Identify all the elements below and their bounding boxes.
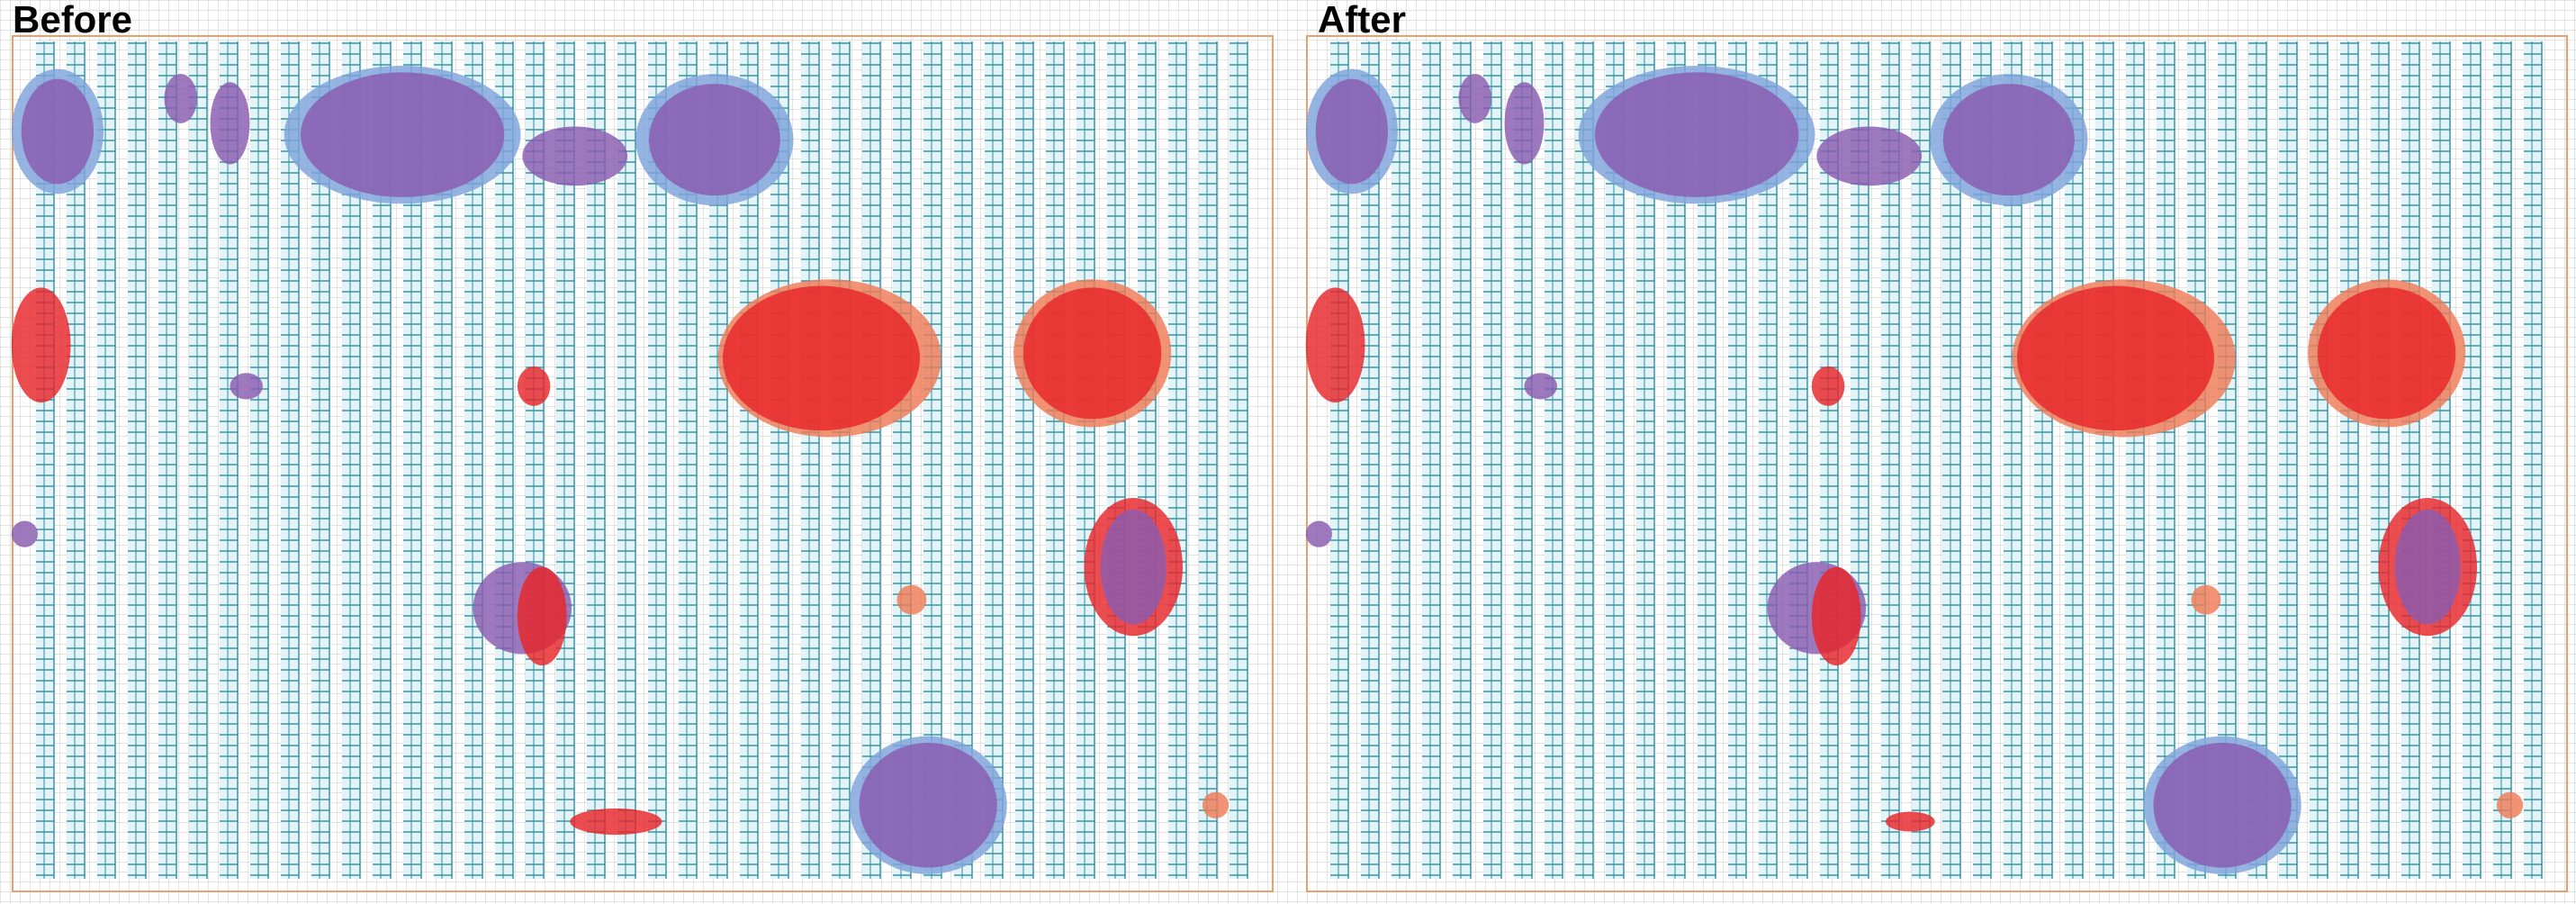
rack-column: [2432, 41, 2459, 879]
rack-column: [2524, 41, 2551, 879]
rack-column: [97, 41, 124, 879]
rack-column: [1483, 41, 1510, 879]
heat-zone: [1305, 520, 1332, 547]
rack-column: [1138, 41, 1165, 879]
heat-zone: [2394, 509, 2461, 625]
rack-column: [1199, 41, 1226, 879]
panel-title: Before: [13, 0, 132, 41]
rack-column: [2157, 41, 2184, 879]
panel-title: After: [1318, 0, 1406, 41]
panel-before: Before: [11, 0, 1274, 892]
rack-column: [2340, 41, 2367, 879]
rack-column: [954, 41, 981, 879]
rack-column: [2310, 41, 2337, 879]
rack-column: [281, 41, 308, 879]
heat-zone: [21, 78, 95, 185]
rack-column: [1076, 41, 1103, 879]
rack-column: [1789, 41, 1816, 879]
heat-zone: [300, 72, 505, 198]
rack-column: [158, 41, 185, 879]
heat-zone: [11, 520, 38, 547]
heat-zone: [896, 584, 927, 615]
rack-column: [801, 41, 828, 879]
rack-column: [250, 41, 277, 879]
heat-zone: [1022, 287, 1162, 420]
heat-zone: [1594, 72, 1799, 198]
heat-zone: [2496, 791, 2524, 818]
rack-column: [128, 41, 155, 879]
heat-zone: [1524, 373, 1557, 400]
rack-column: [1392, 41, 1419, 879]
rack-column: [2371, 41, 2398, 879]
rack-column: [1229, 41, 1256, 879]
rack-column: [1912, 41, 1939, 879]
heat-zone: [2017, 285, 2214, 431]
heat-zone: [1305, 287, 1365, 403]
heat-zone: [210, 82, 250, 165]
heat-zone: [1100, 509, 1166, 625]
rack-column: [1453, 41, 1480, 879]
heat-zone: [570, 808, 662, 836]
heat-zone: [1942, 84, 2075, 196]
heat-zone: [11, 287, 71, 403]
heat-zone: [1504, 82, 1545, 165]
rack-column: [220, 41, 247, 879]
heat-zone: [1811, 566, 1861, 666]
heat-zone: [1202, 791, 1229, 818]
rack-column: [1545, 41, 1572, 879]
rack-column: [2126, 41, 2153, 879]
heat-zone: [164, 74, 197, 123]
rack-column: [2248, 41, 2275, 879]
panel-frame: [12, 35, 1274, 892]
rack-column: [1107, 41, 1134, 879]
rack-column: [1015, 41, 1042, 879]
heat-zone: [723, 285, 920, 431]
heat-zone: [859, 742, 997, 868]
heat-zone: [648, 84, 780, 196]
rack-column: [1422, 41, 1449, 879]
rack-column: [2463, 41, 2490, 879]
heat-zone: [2317, 287, 2456, 420]
rack-column: [2493, 41, 2520, 879]
heat-zone: [2153, 742, 2292, 868]
rack-column: [495, 41, 522, 879]
rack-column: [1514, 41, 1541, 879]
heat-zone: [517, 566, 567, 666]
rack-column: [2401, 41, 2428, 879]
rack-column: [2095, 41, 2122, 879]
panel-after: After: [1305, 0, 2568, 892]
rack-column: [1046, 41, 1073, 879]
rack-column: [2279, 41, 2306, 879]
heat-zone: [230, 373, 263, 400]
heat-zone: [1315, 78, 1389, 185]
rack-column: [832, 41, 859, 879]
rack-column: [617, 41, 644, 879]
rack-column: [862, 41, 889, 879]
heat-zone: [1458, 74, 1491, 123]
rack-column: [189, 41, 216, 879]
heat-zone: [1811, 366, 1845, 406]
heat-zone: [522, 126, 628, 186]
panel-frame: [1306, 35, 2568, 892]
rack-column: [985, 41, 1012, 879]
rack-column: [1168, 41, 1195, 879]
rack-column: [1575, 41, 1602, 879]
heat-zone: [517, 366, 551, 406]
heat-zone: [2191, 584, 2221, 615]
heat-zone: [1816, 126, 1923, 186]
heat-zone: [1886, 811, 1935, 832]
